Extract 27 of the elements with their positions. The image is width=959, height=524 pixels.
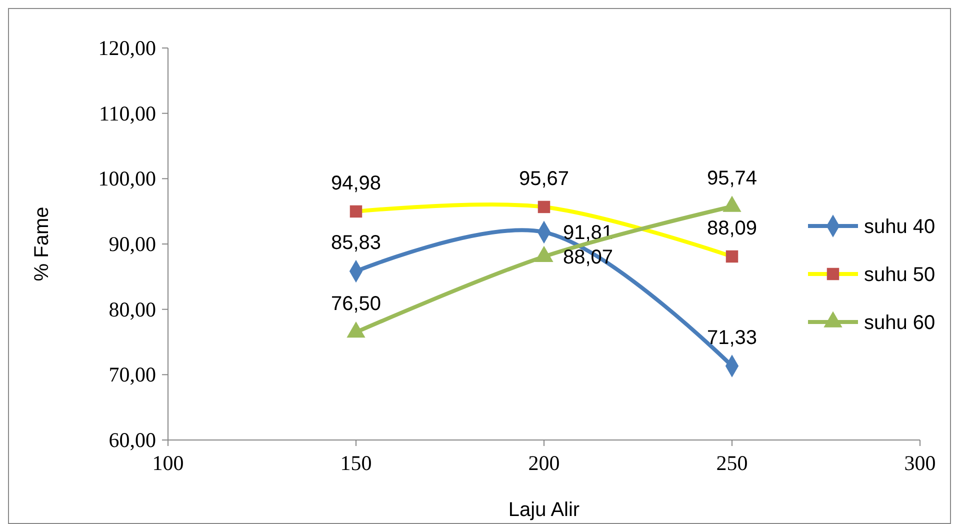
y-tick-label: 120,00 — [98, 36, 156, 60]
x-tick-label: 300 — [904, 451, 936, 475]
data-label: 94,98 — [330, 172, 382, 194]
legend-label: suhu 60 — [864, 312, 936, 334]
data-label: 95,67 — [518, 168, 570, 190]
y-tick-label: 80,00 — [108, 297, 156, 322]
y-tick-label: 70,00 — [108, 362, 156, 387]
data-label: 95,74 — [706, 168, 758, 190]
data-label: 88,09 — [706, 217, 758, 240]
legend-label: suhu 40 — [864, 216, 936, 238]
y-tick-label: 100,00 — [98, 166, 156, 191]
data-label: 76,50 — [330, 293, 382, 316]
y-tick-label: 90,00 — [108, 232, 156, 256]
y-tick-label: 110,00 — [99, 101, 156, 126]
y-axis-title: % Fame — [31, 206, 53, 282]
x-tick-label: 250 — [716, 451, 748, 475]
legend-label: suhu 50 — [864, 264, 936, 286]
point — [350, 205, 362, 218]
x-tick-label: 200 — [528, 451, 560, 475]
x-tick-label: 100 — [152, 451, 184, 475]
x-tick-label: 150 — [340, 451, 372, 475]
point — [726, 250, 738, 263]
y-tick-label: 60,00 — [108, 428, 156, 452]
x-axis-title: Laju Alir — [508, 499, 580, 521]
data-label: 71,33 — [706, 326, 758, 349]
point — [538, 200, 550, 214]
data-label: 85,83 — [330, 232, 382, 254]
